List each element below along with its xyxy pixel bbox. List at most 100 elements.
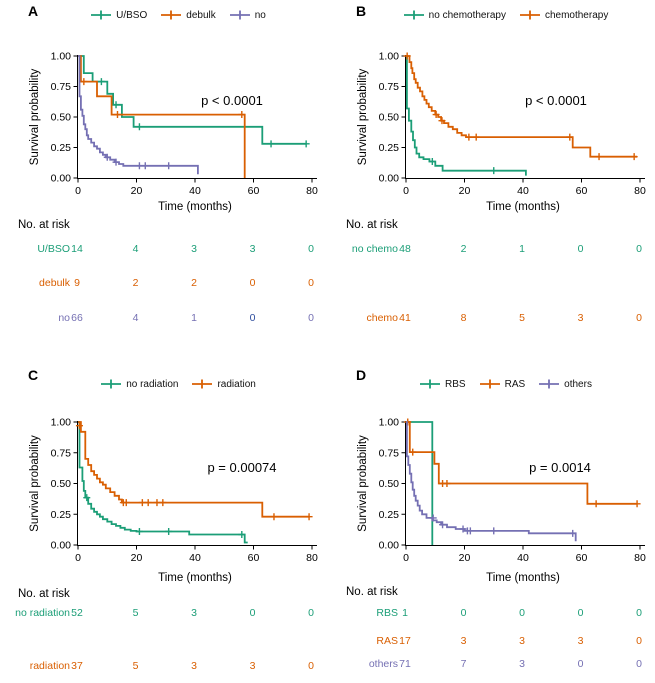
censor-mark-icon <box>135 162 143 170</box>
risk-count: 3 <box>191 243 197 255</box>
legend-key-icon <box>479 379 500 389</box>
censor-mark-icon <box>238 111 246 119</box>
risk-count: 4 <box>132 312 139 324</box>
risk-row-label: radiation <box>29 660 70 672</box>
risk-count: 3 <box>191 607 197 619</box>
x-tick-label: 60 <box>248 185 260 197</box>
risk-table-header: No. at risk <box>18 588 70 600</box>
y-tick-label: 0.25 <box>379 142 400 154</box>
risk-count: 0 <box>636 312 642 324</box>
risk-row: no 66 4 1 0 0 <box>0 312 328 325</box>
risk-count: 14 <box>71 243 83 255</box>
risk-count: 4 <box>132 243 139 255</box>
x-axis-title: Time (months) <box>486 201 560 213</box>
y-tick-label: 1.00 <box>51 417 72 429</box>
risk-row-label: debulk <box>39 277 70 289</box>
survival-curve <box>406 421 577 542</box>
censor-mark-icon <box>302 140 310 148</box>
legend: RBS RAS others <box>362 378 649 390</box>
risk-count: 3 <box>577 635 584 647</box>
risk-count: 0 <box>577 607 584 619</box>
y-tick-label: 0.75 <box>51 81 72 93</box>
risk-count: 48 <box>399 243 411 255</box>
y-axis-title: Survival probability <box>29 435 41 532</box>
risk-count: 0 <box>577 243 584 255</box>
censor-mark-icon <box>97 78 105 86</box>
x-tick-label: 0 <box>75 185 81 197</box>
risk-row: U/BSO 14 4 3 3 0 <box>0 243 328 256</box>
legend-item: chemotherapy <box>519 9 608 21</box>
y-axis-title: Survival probability <box>357 68 369 165</box>
legend-item: RAS <box>479 378 525 390</box>
x-tick-label: 60 <box>576 552 588 564</box>
risk-count: 0 <box>636 635 642 647</box>
censor-mark-icon <box>432 111 440 119</box>
censor-mark-icon <box>490 167 498 175</box>
censor-mark-icon <box>80 78 88 86</box>
y-axis-title: Survival probability <box>29 68 41 165</box>
censor-mark-icon <box>112 158 120 166</box>
censor-mark-icon <box>122 499 130 507</box>
panel-d: D RBS RAS others 0 20 40 60 80 0.00 0.25 0.50 0.75 1… <box>328 355 655 683</box>
km-plot: 0 20 40 60 80 0.00 0.25 0.50 0.75 1.00 Survival pr… <box>357 51 646 214</box>
risk-row-label: RBS <box>376 607 398 619</box>
panel-letter-a: A <box>28 3 39 19</box>
risk-count: 2 <box>132 277 139 289</box>
risk-count: 0 <box>308 243 314 255</box>
y-tick-label: 0.75 <box>51 447 72 459</box>
risk-count: 0 <box>636 243 642 255</box>
risk-count: 0 <box>249 312 256 324</box>
y-tick-label: 0.00 <box>379 173 400 185</box>
x-tick-label: 20 <box>131 552 143 564</box>
x-tick-label: 80 <box>306 552 318 564</box>
survival-curve <box>78 55 307 145</box>
y-tick-label: 1.00 <box>51 51 72 63</box>
x-tick-label: 60 <box>576 185 588 197</box>
risk-table-header: No. at risk <box>346 586 398 598</box>
legend-key-icon <box>192 379 213 389</box>
risk-count: 0 <box>249 277 256 289</box>
censor-mark-icon <box>633 500 641 508</box>
risk-count: 3 <box>519 635 525 647</box>
risk-count: 9 <box>74 277 80 289</box>
risk-count: 0 <box>308 312 314 324</box>
risk-row-label: no chemo <box>351 243 398 255</box>
panel-b: B no chemotherapy chemotherapy 0 20 40 60 80 0.… <box>328 0 655 355</box>
p-value-label: p < 0.0001 <box>525 93 587 108</box>
risk-count: 17 <box>399 635 411 647</box>
legend-item: radiation <box>191 378 256 390</box>
risk-count: 3 <box>577 312 584 324</box>
survival-curve <box>406 55 527 176</box>
risk-count: 3 <box>249 660 256 672</box>
risk-row: no radiation 52 5 3 0 0 <box>0 607 328 620</box>
risk-count: 0 <box>308 277 314 289</box>
risk-count: 0 <box>249 607 256 619</box>
censor-mark-icon <box>472 133 480 141</box>
legend-key-icon <box>403 10 424 20</box>
legend-item: no chemotherapy <box>403 9 506 21</box>
risk-row: no chemo 48 2 1 0 0 <box>328 243 655 256</box>
censor-mark-icon <box>428 158 436 166</box>
risk-row-label: U/BSO <box>37 243 70 255</box>
x-tick-label: 0 <box>403 552 409 564</box>
risk-row-label: no radiation <box>15 607 70 619</box>
risk-count: 1 <box>402 607 408 619</box>
p-value-label: p = 0.00074 <box>207 460 276 475</box>
risk-row: debulk 9 2 2 0 0 <box>0 277 328 290</box>
y-axis-title: Survival probability <box>357 435 369 532</box>
x-tick-label: 80 <box>634 185 646 197</box>
km-plot: 0 20 40 60 80 0.00 0.25 0.50 0.75 1.00 Survival pr… <box>357 417 646 585</box>
panel-c: C no radiation radiation 0 20 40 60 80 0.00 0.25… <box>0 355 328 683</box>
censor-mark-icon <box>459 525 467 533</box>
risk-count: 41 <box>399 312 411 324</box>
censor-mark-icon <box>592 500 600 508</box>
x-tick-label: 60 <box>248 552 260 564</box>
risk-count: 0 <box>308 660 314 672</box>
censor-mark-icon <box>438 117 446 125</box>
risk-count: 3 <box>191 660 197 672</box>
censor-mark-icon <box>305 513 313 521</box>
censor-mark-icon <box>141 162 149 170</box>
p-value-label: p < 0.0001 <box>201 93 263 108</box>
risk-row: RAS 17 3 3 3 0 <box>328 635 655 648</box>
